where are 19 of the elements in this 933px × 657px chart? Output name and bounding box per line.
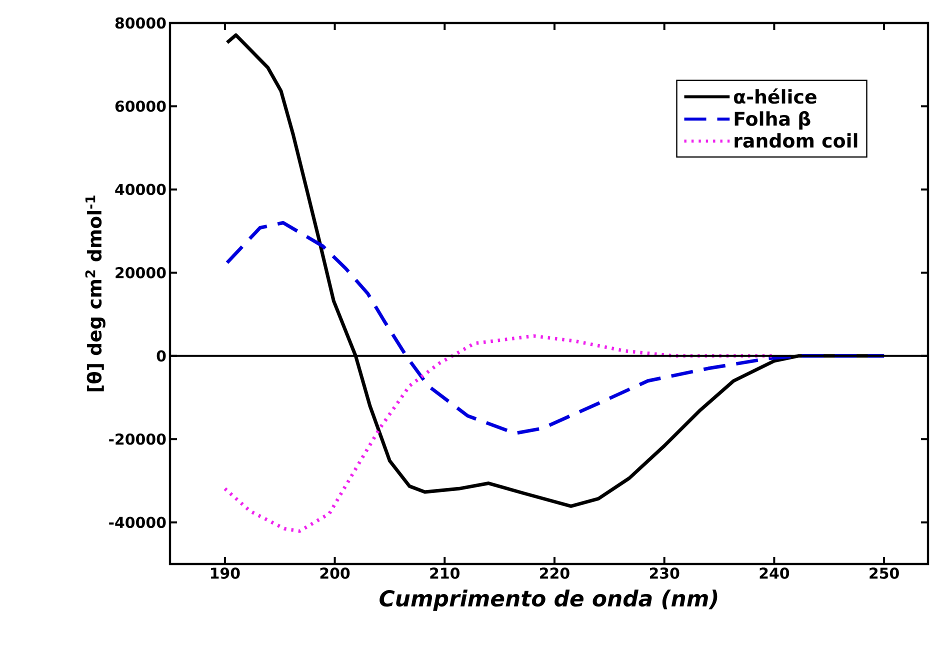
legend-label: Folha β (734, 111, 810, 130)
legend-label: random coil (734, 133, 858, 148)
x-tick-label: 200 (320, 568, 350, 579)
x-axis-title: Cumprimento de onda (nm) (380, 590, 718, 611)
y-tick-label: 0 (156, 350, 166, 362)
y-tick-label: 20000 (116, 267, 166, 278)
x-tick-label: 190 (211, 568, 240, 579)
y-axis-title: [θ] deg cm$^{2}$ dmol$^{-1}$ (85, 196, 106, 392)
x-tick-label: 210 (430, 568, 460, 579)
x-tick-label: 250 (870, 568, 899, 579)
legend-label: α-hélice (734, 88, 816, 104)
x-tick-label: 220 (540, 568, 570, 579)
y-tick-label: 60000 (115, 100, 166, 112)
y-tick-label: 40000 (115, 184, 166, 196)
y-tick-label: -40000 (109, 516, 166, 528)
x-tick-label: 240 (760, 568, 790, 579)
y-tick-label: -20000 (109, 434, 166, 445)
x-tick-label: 230 (650, 568, 680, 579)
y-tick-label: 80000 (115, 17, 166, 29)
